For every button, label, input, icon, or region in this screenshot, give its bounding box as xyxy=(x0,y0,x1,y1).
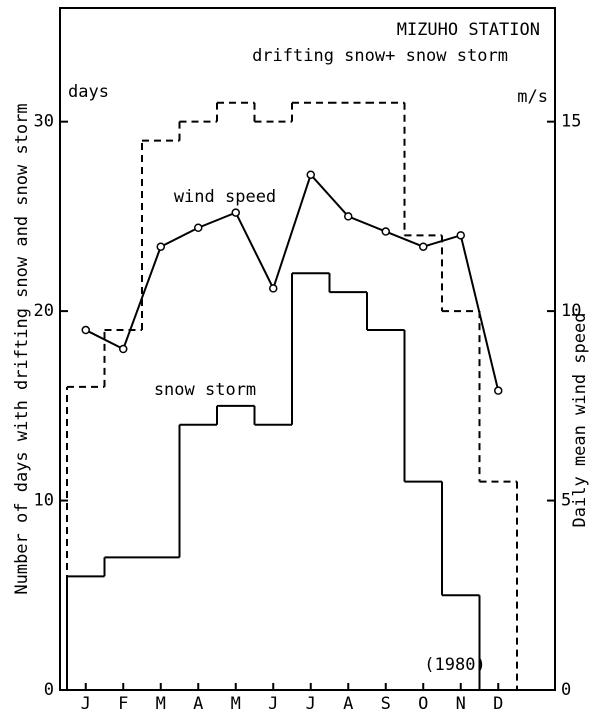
x-tick-label: A xyxy=(343,694,353,714)
wind-point xyxy=(156,242,165,251)
y-tick-label: 0 xyxy=(44,680,54,700)
y2-unit: m/s xyxy=(517,87,548,107)
y2-axis-label: Daily mean wind speed xyxy=(570,313,590,528)
x-tick-label: J xyxy=(81,694,91,714)
wind-point xyxy=(494,386,503,395)
wind-point xyxy=(119,344,128,354)
y-unit: days xyxy=(68,82,109,102)
y2-tick-label: 5 xyxy=(561,491,571,511)
wind-point xyxy=(381,227,390,236)
wind-point xyxy=(456,231,465,240)
x-tick-label: J xyxy=(268,694,278,714)
y-tick-label: 30 xyxy=(34,112,54,132)
x-tick-label: M xyxy=(156,694,166,714)
x-tick-label: J xyxy=(306,694,316,714)
wind-point xyxy=(231,208,240,217)
y2-tick-label: 0 xyxy=(561,680,571,700)
wind-line xyxy=(85,172,500,391)
x-tick-label: O xyxy=(418,694,428,714)
wind-point xyxy=(419,242,428,251)
x-tick-label: F xyxy=(118,694,128,714)
series-label: wind speed xyxy=(174,187,276,207)
y-tick-label: 10 xyxy=(34,491,54,511)
x-tick-label: A xyxy=(193,694,203,714)
x-tick-label: N xyxy=(456,694,466,714)
wind-point xyxy=(81,325,90,335)
x-tick-label: D xyxy=(493,694,503,714)
y2-tick-label: 15 xyxy=(561,112,581,132)
y2-tick-label: 10 xyxy=(561,301,581,321)
wind-point xyxy=(194,223,203,233)
annotation: (1980) xyxy=(424,655,485,675)
y-axis-label: Number of days with drifting snow and sn… xyxy=(12,103,32,594)
plot-frame xyxy=(59,7,556,691)
y-tick-label: 20 xyxy=(34,301,54,321)
chart-title: MIZUHO STATION xyxy=(397,20,540,40)
x-tick-label: S xyxy=(381,694,391,714)
series-label: snow storm xyxy=(154,380,256,400)
wind-point xyxy=(344,212,353,221)
series-label: drifting snow+ snow storm xyxy=(252,46,508,66)
x-tick-label: M xyxy=(231,694,241,714)
wind-point xyxy=(306,170,315,179)
wind-point xyxy=(269,284,278,293)
